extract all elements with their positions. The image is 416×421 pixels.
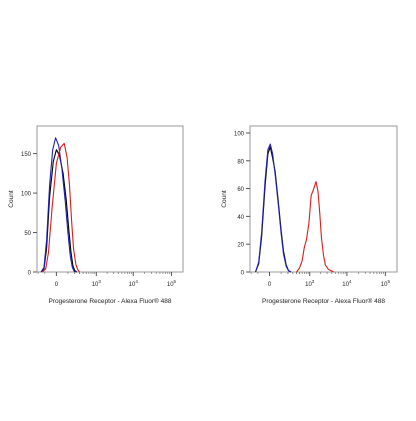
y-axis-label: Count [221, 190, 228, 208]
y-tick-label: 100 [234, 131, 245, 137]
histogram-series-2 [40, 137, 77, 273]
y-tick-label: 0 [28, 271, 32, 277]
y-tick-label: 40 [237, 215, 244, 221]
x-tick-label: 105 [381, 279, 391, 288]
plot-frame [249, 125, 398, 273]
y-tick-label: 50 [24, 231, 31, 237]
x-tick-label: 0 [55, 282, 59, 288]
plot-frame [36, 125, 184, 273]
x-tick-label: 103 [92, 279, 102, 288]
y-axis-label: Count [8, 190, 15, 208]
y-tick-label: 150 [21, 152, 32, 158]
y-tick-label: 0 [241, 271, 245, 277]
x-axis-label: Progesterone Receptor - Alexa Fluor® 488 [262, 297, 385, 305]
y-tick-label: 80 [237, 159, 244, 165]
x-tick-label: 0 [268, 282, 272, 288]
x-tick-label: 103 [305, 279, 315, 288]
x-tick-label: 104 [129, 279, 139, 288]
histogram-series-2 [254, 143, 292, 273]
histogram-panel-2: 0 20 40 60 80 100 0 103 104 105 Progesterone Recep… [221, 125, 398, 305]
histogram-panel-1: 0 50 100 150 0 103 104 105 Progesterone Receptor… [8, 125, 184, 305]
y-tick-label: 60 [237, 187, 244, 193]
x-axis-label: Progesterone Receptor - Alexa Fluor® 488 [49, 297, 172, 305]
y-tick-label: 20 [237, 243, 244, 249]
x-tick-label: 105 [167, 279, 177, 288]
y-tick-label: 100 [21, 192, 32, 198]
histogram-series-1 [254, 146, 292, 273]
histogram-series-3 [296, 181, 334, 273]
x-tick-label: 104 [342, 279, 352, 288]
histogram-series-3 [42, 142, 80, 273]
